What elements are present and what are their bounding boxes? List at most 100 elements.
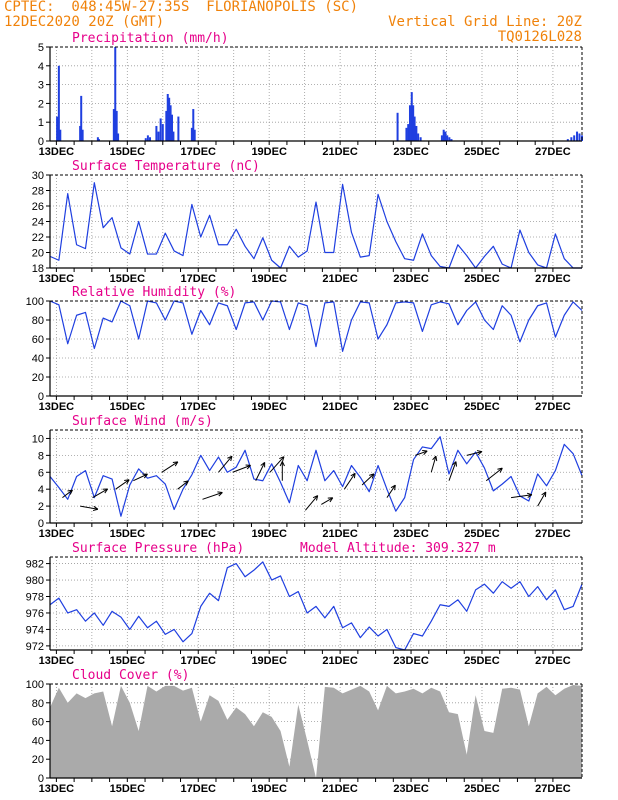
y-tick-label: 972 (26, 641, 44, 653)
precip-bar (161, 124, 164, 141)
y-tick-label: 20 (32, 754, 44, 766)
precip-bar (448, 137, 451, 141)
x-tick-label: 25DEC (464, 273, 500, 285)
wind-arrow (115, 479, 130, 490)
precip-bar (117, 133, 120, 141)
wind-arrow (218, 455, 233, 473)
wind-arrow (133, 473, 148, 482)
precip-bar (171, 114, 174, 141)
temperature-series-line (49, 182, 582, 269)
wind-series-line (49, 436, 583, 517)
y-tick-label: 80 (32, 315, 44, 327)
header: CPTEC: 048:45W-27:35S FLORIANOPOLIS (SC)… (0, 0, 618, 48)
y-tick-label: 982 (26, 559, 44, 571)
x-tick-label: 27DEC (535, 401, 571, 413)
precip-bar (413, 116, 416, 141)
x-tick-label: 27DEC (535, 528, 571, 540)
wind-arrow (361, 473, 375, 486)
x-tick-label: 21DEC (322, 528, 358, 540)
precip-bar (193, 129, 196, 141)
run-date: 12DEC2020 20Z (GMT) (4, 14, 165, 30)
x-tick-label: 17DEC (181, 401, 217, 413)
x-tick-label: 19DEC (251, 273, 287, 285)
precip-bar (81, 129, 84, 141)
precip-bar (410, 92, 413, 141)
precip-bar (112, 109, 115, 141)
precip-bar (412, 105, 415, 141)
x-tick-label: 23DEC (393, 528, 429, 540)
x-tick-label: 25DEC (464, 528, 500, 540)
precip-bar (415, 125, 418, 141)
precip-bar (59, 129, 62, 141)
x-tick-label: 15DEC (110, 528, 146, 540)
x-tick-label: 13DEC (39, 146, 75, 158)
precip-bar (166, 94, 169, 141)
precip-bar (405, 127, 408, 141)
precip-bar (165, 110, 168, 141)
precip-bar (440, 135, 443, 141)
precip-bar (155, 125, 158, 141)
y-tick-label: 40 (32, 353, 44, 365)
wind-arrow (537, 491, 547, 507)
x-tick-label: 13DEC (39, 528, 75, 540)
precip-bar (79, 125, 82, 141)
y-tick-label: 2 (38, 98, 44, 110)
x-tick-label: 13DEC (39, 401, 75, 413)
precip-bar (396, 112, 399, 141)
x-tick-label: 27DEC (535, 273, 571, 285)
precip-bar (442, 129, 445, 141)
y-tick-label: 978 (26, 592, 44, 604)
wind-arrow (510, 492, 533, 499)
x-tick-label: 21DEC (322, 273, 358, 285)
model-id: TQ0126L028 (497, 29, 582, 45)
y-tick-label: 0 (38, 518, 44, 530)
wind-arrow (485, 467, 503, 482)
x-tick-label: 25DEC (464, 655, 500, 667)
y-tick-label: 100 (26, 296, 44, 308)
y-tick-label: 976 (26, 608, 44, 620)
y-tick-label: 100 (26, 679, 44, 691)
x-tick-label: 13DEC (39, 783, 75, 795)
pressure-panel: 972 974 976 978 980 982 13DEC 15DEC 17DEC 19DEC 21… (26, 541, 583, 667)
precip-bar (159, 118, 162, 141)
x-tick-label: 19DEC (251, 401, 287, 413)
x-tick-label: 15DEC (110, 783, 146, 795)
precip-bar (444, 131, 447, 141)
wind-arrow (177, 480, 189, 490)
x-tick-label: 15DEC (110, 273, 146, 285)
wind-arrow (279, 461, 285, 481)
wind-arrow (430, 455, 438, 473)
x-tick-label: 15DEC (110, 401, 146, 413)
x-tick-label: 23DEC (393, 273, 429, 285)
precip-bar (190, 127, 193, 141)
precip-bar (57, 65, 60, 141)
wind-arrow (304, 495, 319, 511)
x-tick-label: 21DEC (322, 401, 358, 413)
precip-bar (157, 131, 160, 141)
cloud-title: Cloud Cover (%) (72, 668, 189, 683)
pressure-series-line (49, 561, 583, 651)
x-tick-label: 21DEC (322, 655, 358, 667)
y-tick-label: 6 (38, 467, 44, 479)
precip-bar (407, 124, 410, 141)
wind-arrow (415, 450, 428, 456)
precip-bar (419, 137, 422, 141)
y-tick-label: 3 (38, 80, 44, 92)
x-tick-label: 25DEC (464, 783, 500, 795)
y-tick-label: 5 (38, 42, 44, 54)
x-tick-label: 21DEC (322, 783, 358, 795)
model-altitude-label: Model Altitude: 309.327 m (300, 541, 496, 556)
y-tick-label: 4 (38, 484, 44, 496)
wind-arrow (92, 488, 109, 499)
y-tick-label: 0 (38, 773, 44, 785)
wind-arrow (255, 461, 266, 481)
x-tick-label: 13DEC (39, 655, 75, 667)
x-tick-label: 19DEC (251, 528, 287, 540)
wind-arrow (232, 464, 251, 473)
y-tick-label: 28 (32, 186, 44, 198)
cloud-cover-area (50, 684, 582, 778)
y-tick-label: 22 (32, 232, 44, 244)
y-tick-label: 980 (26, 575, 44, 587)
precip-bar (172, 131, 175, 141)
